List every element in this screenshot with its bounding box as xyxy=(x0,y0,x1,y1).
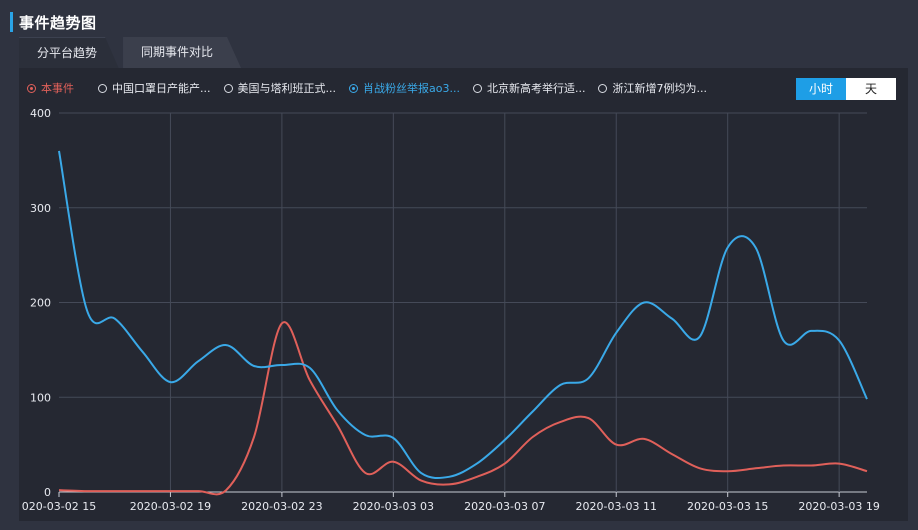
x-tick-label: 2020-03-03 19 xyxy=(798,500,879,513)
series-line-xiaozhan-ao3 xyxy=(58,150,868,480)
hour-toggle-button[interactable]: 小时 xyxy=(796,78,846,100)
series-line-this-event xyxy=(58,321,868,496)
y-tick-label: 400 xyxy=(30,107,51,120)
legend-label: 中国口罩日产能产... xyxy=(112,82,211,95)
granularity-toggle: 小时 天 xyxy=(796,78,896,100)
x-tick-label: 2020-03-03 15 xyxy=(687,500,768,513)
legend-item-zhejiang-cases[interactable]: 浙江新增7例均为... xyxy=(598,80,707,96)
tab-concurrent-events[interactable]: 同期事件对比 xyxy=(123,37,241,68)
radio-icon[interactable] xyxy=(598,83,608,93)
tab-bar: 分平台趋势 同期事件对比 xyxy=(19,37,245,68)
legend-label: 北京新高考举行适... xyxy=(486,82,586,95)
y-tick-label: 300 xyxy=(30,202,51,215)
day-toggle-button[interactable]: 天 xyxy=(846,78,896,100)
x-tick-label: 2020-03-02 19 xyxy=(130,500,211,513)
y-tick-label: 0 xyxy=(44,486,51,499)
legend-label: 本事件 xyxy=(41,82,74,95)
legend-item-xiaozhan-ao3[interactable]: 肖战粉丝举报ao3... xyxy=(349,80,460,96)
x-tick-label: 2020-03-03 07 xyxy=(464,500,545,513)
legend-label: 肖战粉丝举报ao3... xyxy=(363,82,460,95)
legend-item-us-taliban[interactable]: 美国与塔利班正式... xyxy=(223,80,337,96)
x-tick-label: 2020-03-02 23 xyxy=(241,500,322,513)
chart-panel: 0 100 200 300 400 020-03-02 15 2020-03-02 19 20… xyxy=(19,68,908,521)
legend-item-this-event[interactable]: 本事件 xyxy=(27,80,74,96)
x-tick-label: 2020-03-03 03 xyxy=(353,500,434,513)
section-title: 事件趋势图 xyxy=(10,11,97,33)
y-tick-label: 100 xyxy=(30,391,51,404)
legend-item-mask-capacity[interactable]: 中国口罩日产能产... xyxy=(98,80,211,96)
radio-checked-icon[interactable] xyxy=(349,83,358,93)
radio-icon[interactable] xyxy=(98,83,107,93)
legend-item-beijing-exam[interactable]: 北京新高考举行适... xyxy=(472,80,586,96)
tab-platform-trend[interactable]: 分平台趋势 xyxy=(19,37,119,69)
title-accent-bar xyxy=(10,12,13,32)
radio-icon[interactable] xyxy=(472,83,482,93)
radio-checked-icon[interactable] xyxy=(27,83,36,93)
trend-chart: 0 100 200 300 400 020-03-02 15 2020-03-02 19 20… xyxy=(22,107,880,513)
legend-label: 美国与塔利班正式... xyxy=(237,82,337,95)
x-tick-label: 2020-03-03 11 xyxy=(576,500,657,513)
legend: 本事件 中国口罩日产能产... 美国与塔利班正式... 肖战粉丝举报ao3...… xyxy=(27,79,707,97)
y-tick-label: 200 xyxy=(30,297,51,310)
radio-icon[interactable] xyxy=(223,83,233,93)
legend-label: 浙江新增7例均为... xyxy=(612,82,707,95)
page-title: 事件趋势图 xyxy=(19,13,97,32)
x-tick-label: 020-03-02 15 xyxy=(22,500,96,513)
